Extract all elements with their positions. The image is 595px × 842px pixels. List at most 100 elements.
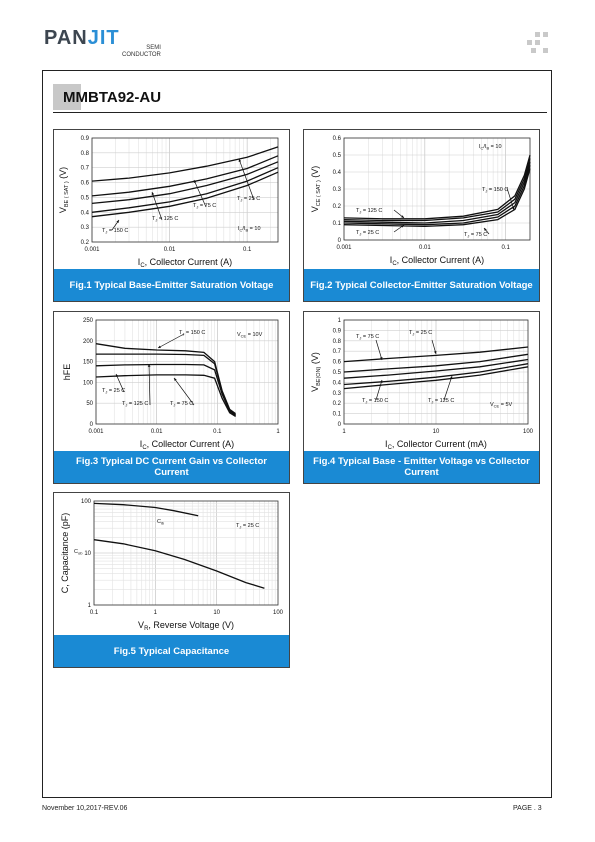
series-line-4 <box>343 168 531 228</box>
annotation-label: TJ = 25 C <box>356 230 379 237</box>
logo-subtitle: SEMI CONDUCTOR <box>122 45 161 58</box>
x-tick-label: 0.01 <box>164 247 176 253</box>
figure-4-caption: Fig.4 Typical Base - Emitter Voltage vs … <box>304 451 539 483</box>
annotation-arrow <box>193 179 207 208</box>
series-line-1 <box>343 353 529 373</box>
annotation-label: VCE = 10V <box>237 332 263 339</box>
annotation-arrowhead <box>158 345 161 348</box>
figure-4-chart: 1 10 100 0 0.1 0.2 0.3 0.4 0.5 0.6 0.7 0.8 0.9 1 IC, C… <box>310 318 534 451</box>
plot-frame <box>93 500 279 606</box>
series-line-1 <box>343 158 531 222</box>
annotation-arrow <box>238 158 255 201</box>
x-tick-label: 0.1 <box>243 247 252 253</box>
y-tick-label: 0.2 <box>333 204 342 210</box>
y-tick-label: 250 <box>83 318 94 324</box>
annotation-arrowhead <box>449 376 453 379</box>
title-bar: MMBTA92-AU <box>53 84 547 113</box>
figure-2-caption: Fig.2 Typical Collector-Emitter Saturati… <box>304 269 539 301</box>
series-line-2 <box>343 161 531 224</box>
annotation-label: Cib <box>157 519 165 526</box>
annotation-arrow <box>375 339 383 361</box>
y-tick-label: 200 <box>83 339 94 345</box>
y-tick-label: 0.8 <box>81 151 90 157</box>
x-tick-label: 10 <box>213 610 220 616</box>
annotation-label: TJ = 25 C <box>102 388 125 395</box>
figure-4-panel: 1 10 100 0 0.1 0.2 0.3 0.4 0.5 0.6 0.7 0.8 0.9 1 IC, C… <box>303 311 540 484</box>
series-line-3 <box>95 374 236 418</box>
annotation-arrow <box>148 363 151 406</box>
annotation-label: TJ = 25 C <box>409 330 432 337</box>
annotation-arrowhead <box>401 215 404 218</box>
annotation-label: TJ = 125 C <box>356 208 382 215</box>
annotation-label: TJ = 25 C <box>237 196 260 203</box>
y-tick-label: 0.4 <box>333 170 342 176</box>
figure-1-caption: Fig.1 Typical Base-Emitter Saturation Vo… <box>54 269 289 301</box>
annotation-arrowhead <box>380 380 383 383</box>
annotation-arrow <box>115 373 125 393</box>
series-line-3 <box>343 165 531 226</box>
figure-1-chart: 0.001 0.01 0.1 0.2 0.3 0.4 0.5 0.6 0.7 0.8 0.9 IC, … <box>58 136 279 269</box>
annotation-arrowhead <box>147 364 151 367</box>
x-tick-label: 1 <box>276 429 280 435</box>
x-tick-label: 0.001 <box>84 247 100 253</box>
y-tick-label: 0.5 <box>333 153 342 159</box>
y-tick-label: 0.1 <box>333 221 342 227</box>
x-tick-label: 100 <box>273 610 284 616</box>
series-line-3 <box>343 363 529 386</box>
x-tick-label: 10 <box>433 429 440 435</box>
annotation-label: TJ = 25 C <box>236 523 259 530</box>
x-tick-label: 0.01 <box>151 429 163 435</box>
y-tick-label: 0 <box>338 238 342 244</box>
annotation-arrow <box>506 187 515 211</box>
y-tick-label: 0.3 <box>333 391 342 397</box>
title-accent <box>53 84 81 110</box>
figure-1-panel: 0.001 0.01 0.1 0.2 0.3 0.4 0.5 0.6 0.7 0.8 0.9 IC, … <box>53 129 290 302</box>
series-line-0 <box>93 502 199 517</box>
x-tick-label: 0.1 <box>90 610 99 616</box>
y-tick-label: 0.5 <box>333 370 342 376</box>
figure-3-panel: 0.001 0.01 0.1 1 0 50 100 150 200 250 IC, Collecto… <box>53 311 290 484</box>
figure-5-panel: 0.1 1 10 100 1 10 100 VR, Reverse Voltage (V) C,… <box>53 492 290 668</box>
annotation-label: TJ = 125 C <box>428 398 454 405</box>
x-axis-label: IC, Collector Current (A) <box>140 439 234 451</box>
x-tick-label: 1 <box>154 610 158 616</box>
figure-2-panel: 0.001 0.01 0.1 0 0.1 0.2 0.3 0.4 0.5 0.6 IC, Colle… <box>303 129 540 302</box>
series-line-4 <box>343 366 529 390</box>
annotation-label: Cob <box>74 549 83 556</box>
y-tick-label: 100 <box>81 499 92 505</box>
y-tick-label: 50 <box>86 401 93 407</box>
page-frame <box>42 70 552 798</box>
y-tick-label: 0.4 <box>81 210 90 216</box>
fig3-plot: 0.001 0.01 0.1 1 0 50 100 150 200 250 IC, Collecto… <box>62 318 280 451</box>
annotation-arrowhead <box>193 180 197 183</box>
figure-5-caption: Fig.5 Typical Capacitance <box>54 635 289 667</box>
y-tick-label: 0 <box>90 422 94 428</box>
y-axis-label: C, Capacitance (pF) <box>60 513 70 594</box>
y-axis-label: VBE ( SAT ) (V) <box>58 167 70 213</box>
annotation-label: TJ = 75 C <box>170 401 193 408</box>
y-tick-label: 0.7 <box>333 349 342 355</box>
fig2-plot: 0.001 0.01 0.1 0 0.1 0.2 0.3 0.4 0.5 0.6 IC, Colle… <box>310 136 531 267</box>
series-line-4 <box>91 171 279 218</box>
y-tick-label: 0.2 <box>81 240 90 246</box>
y-tick-label: 0.2 <box>333 401 342 407</box>
y-tick-label: 100 <box>83 380 94 386</box>
annotation-label: TJ = 150 C <box>482 187 508 194</box>
annotation-arrowhead <box>434 351 437 354</box>
x-tick-label: 0.01 <box>419 245 431 251</box>
y-tick-label: 0.5 <box>81 195 90 201</box>
annotation-label: TJ = 75 C <box>193 203 216 210</box>
annotation-label: TJ = 125 C <box>122 401 148 408</box>
y-tick-label: 150 <box>83 360 94 366</box>
x-tick-label: 0.1 <box>501 245 510 251</box>
y-axis-label: hFE <box>62 364 72 381</box>
series-line-2 <box>95 363 236 417</box>
figure-2-chart: 0.001 0.01 0.1 0 0.1 0.2 0.3 0.4 0.5 0.6 IC, Colle… <box>310 136 531 267</box>
annotation-arrow <box>157 333 185 349</box>
logo-wordmark: PANJIT <box>44 27 120 49</box>
footer-date-revision: November 10,2017-REV.06 <box>42 805 128 812</box>
series-line-0 <box>343 154 531 220</box>
figure-3-chart: 0.001 0.01 0.1 1 0 50 100 150 200 250 IC, Collecto… <box>62 318 280 451</box>
y-tick-label: 0.7 <box>81 166 90 172</box>
x-tick-label: 0.1 <box>213 429 222 435</box>
